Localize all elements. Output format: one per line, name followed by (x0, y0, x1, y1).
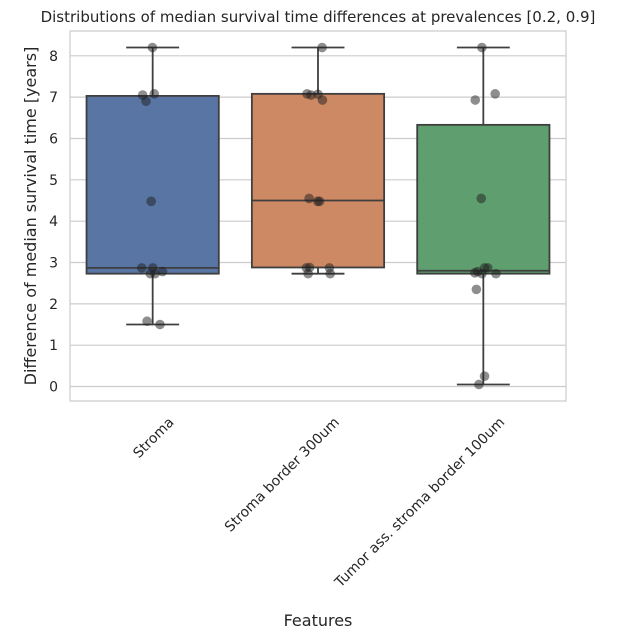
y-axis-label: Difference of median survival time [year… (21, 47, 40, 386)
y-tick-label: 6 (49, 131, 58, 147)
data-point (317, 42, 327, 53)
data-point (491, 268, 501, 279)
data-point (479, 371, 490, 381)
data-point (470, 95, 481, 105)
data-point (474, 379, 484, 390)
x-tick-label: Stroma (130, 415, 177, 462)
data-point (157, 266, 168, 277)
y-tick-label: 8 (49, 49, 58, 65)
data-point (306, 90, 316, 100)
data-point (312, 196, 323, 207)
y-axis-ticks: 0 1 2 3 4 5 6 7 8 (49, 49, 58, 396)
data-point (483, 263, 493, 273)
data-point (490, 89, 500, 99)
y-tick-label: 7 (49, 90, 58, 106)
data-point (155, 319, 165, 330)
data-point (146, 196, 156, 207)
data-point (477, 268, 487, 279)
chart-title: Distributions of median survival time di… (41, 8, 596, 26)
data-point (477, 42, 487, 53)
data-point (317, 95, 328, 105)
data-point (304, 193, 314, 204)
y-tick-label: 0 (49, 380, 58, 396)
x-tick-label: Tumor ass. stroma border 100um (331, 415, 508, 592)
data-points (136, 42, 501, 390)
x-tick-label: Stroma border 300um (222, 415, 343, 536)
y-tick-label: 5 (49, 173, 58, 189)
data-point (476, 193, 487, 204)
y-tick-label: 2 (49, 297, 58, 313)
data-point (325, 268, 336, 279)
y-tick-label: 3 (49, 256, 58, 272)
data-point (147, 42, 158, 53)
y-tick-label: 4 (49, 214, 58, 230)
data-point (141, 96, 151, 107)
data-point (149, 89, 160, 99)
box-1 (85, 95, 220, 275)
data-point (303, 268, 313, 279)
data-point (471, 284, 482, 295)
data-point (142, 316, 152, 327)
data-point (469, 268, 480, 278)
box-2 (250, 92, 386, 269)
y-tick-label: 1 (49, 338, 58, 354)
data-point (145, 268, 156, 279)
boxes (85, 46, 551, 386)
x-axis-label: Features (284, 611, 353, 630)
data-point (136, 263, 147, 273)
